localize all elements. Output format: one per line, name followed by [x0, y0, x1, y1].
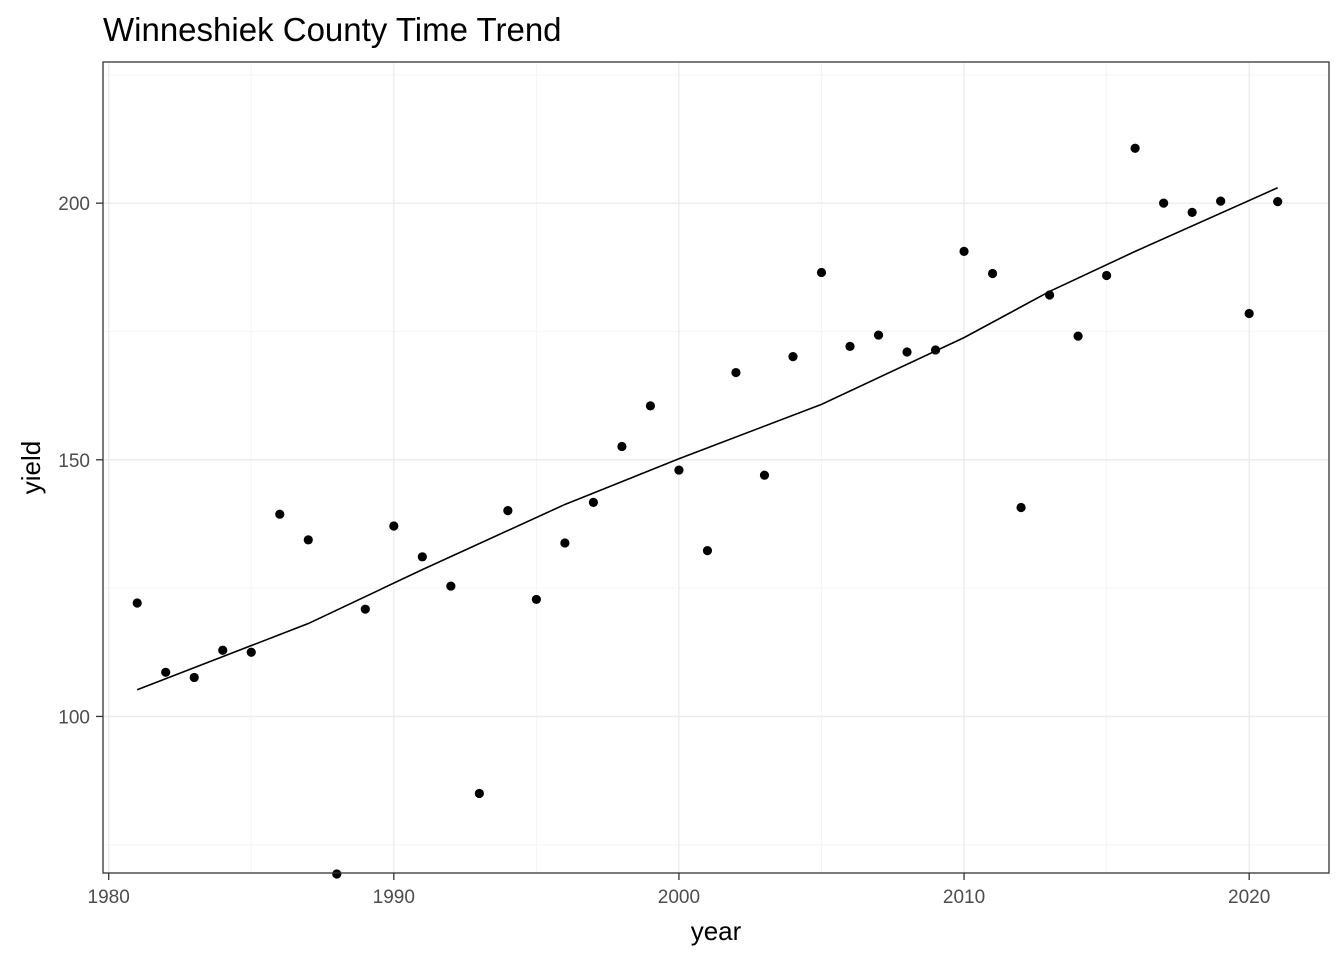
data-point	[389, 521, 399, 531]
data-point	[332, 869, 342, 879]
data-point	[845, 341, 855, 351]
x-tick-label: 1980	[88, 887, 130, 908]
y-axis-title: yield	[16, 441, 46, 494]
data-point	[816, 267, 827, 278]
x-axis-title: year	[691, 916, 742, 946]
data-point	[446, 581, 456, 591]
chart-title: Winneshiek County Time Trend	[103, 11, 562, 48]
data-point	[132, 598, 142, 608]
data-point	[902, 347, 912, 357]
data-point	[1187, 207, 1197, 217]
x-tick-label: 2010	[943, 887, 985, 908]
y-tick-label: 100	[58, 707, 90, 728]
data-point	[189, 672, 199, 683]
y-tick-label: 200	[58, 194, 90, 215]
data-point	[246, 647, 256, 657]
data-point	[1073, 331, 1083, 341]
data-point	[588, 497, 599, 508]
data-point	[417, 552, 427, 562]
data-point	[617, 441, 627, 452]
data-point	[218, 645, 228, 655]
data-point	[702, 546, 713, 556]
data-point	[759, 470, 770, 480]
x-tick-label: 1990	[373, 887, 415, 908]
data-point	[1102, 270, 1112, 281]
x-tick-label: 2000	[658, 887, 700, 908]
data-point	[303, 535, 313, 545]
data-point	[959, 246, 969, 257]
panel-border	[102, 61, 1330, 874]
data-point	[987, 268, 998, 279]
data-point	[1216, 196, 1226, 206]
data-point	[360, 604, 370, 614]
x-tick-label: 2020	[1228, 887, 1270, 908]
data-point	[1016, 502, 1026, 513]
trend-line	[136, 187, 1279, 691]
data-point	[645, 401, 656, 411]
data-point	[275, 509, 285, 519]
grid-lines	[103, 62, 1329, 873]
data-point	[474, 788, 484, 799]
data-point	[531, 594, 541, 605]
data-point	[1244, 308, 1254, 319]
data-point	[1159, 198, 1169, 208]
data-point	[503, 506, 513, 516]
y-tick-label: 150	[58, 451, 90, 472]
axes: 1980 1990 2000 2010 2020 100 150 200	[58, 194, 1270, 908]
data-point	[873, 330, 884, 340]
data-point	[788, 352, 798, 362]
data-point	[161, 667, 171, 677]
data-marks	[132, 143, 1283, 879]
data-point	[674, 465, 684, 475]
data-point	[1273, 197, 1283, 207]
data-point	[1130, 143, 1140, 153]
data-point	[560, 538, 570, 548]
data-point	[731, 367, 741, 378]
